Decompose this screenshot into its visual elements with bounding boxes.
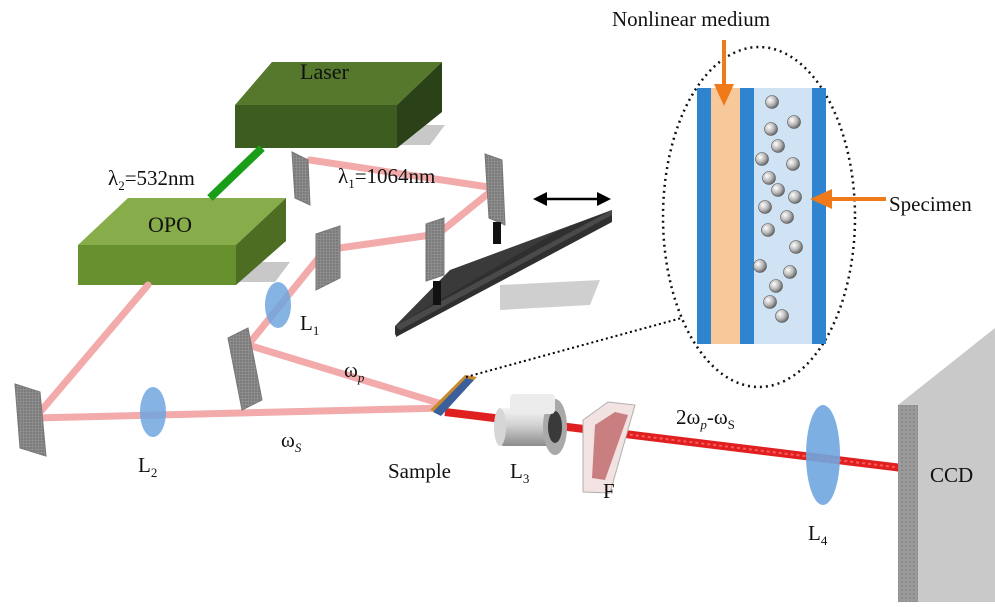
lens-l2-label: L2: [138, 453, 157, 480]
green-beam-532nm: [207, 145, 265, 201]
sample-slide: [430, 375, 477, 416]
nonlinear-medium-arrowhead: [714, 84, 734, 106]
stage-shadow: [500, 280, 600, 310]
opo-box: [78, 198, 286, 285]
mirror: [227, 327, 263, 411]
stokes-beam-path: [31, 281, 449, 422]
lens-l4: [806, 405, 840, 505]
omega-p-label: ωp: [344, 358, 365, 385]
laser-label: Laser: [300, 59, 350, 84]
arrow-head-left: [533, 192, 547, 206]
opo-label: OPO: [148, 212, 192, 237]
laser-box: [235, 62, 442, 148]
nonlinear-medium-label: Nonlinear medium: [612, 7, 770, 31]
lens-l1: [265, 282, 291, 328]
lens-l3-label: L3: [510, 459, 529, 486]
output-beam-label: 2ωp-ωS: [676, 405, 735, 432]
inset-cell: [697, 88, 826, 344]
translation-stage-surface: [395, 210, 612, 330]
mirror-posts: [433, 222, 501, 305]
lens-l2: [140, 387, 166, 437]
objective-lens-l3: [494, 394, 567, 455]
lambda1-label: λ1=1064nm: [338, 164, 435, 191]
lens-l1-label: L1: [300, 311, 319, 338]
ccd-label: CCD: [930, 463, 973, 487]
zoom-guide-line: [465, 312, 701, 378]
mirror: [315, 225, 341, 291]
output-beam-highlight: [599, 430, 936, 473]
filter-label: F: [603, 479, 615, 503]
lens-l4-label: L4: [808, 521, 828, 548]
lambda2-label: λ2=532nm: [108, 166, 195, 193]
specimen-arrowhead: [810, 189, 832, 209]
sample-label: Sample: [388, 459, 451, 483]
arrow-head-right: [597, 192, 611, 206]
ccd-detector: [898, 328, 995, 602]
specimen-label: Specimen: [889, 192, 972, 216]
mirror: [425, 217, 445, 282]
omega-s-label: ωS: [281, 428, 302, 455]
mirror: [14, 383, 47, 457]
filter-f: [582, 401, 636, 494]
specimen-particles: [753, 95, 803, 323]
mirror: [484, 153, 506, 226]
mirror: [291, 151, 311, 206]
